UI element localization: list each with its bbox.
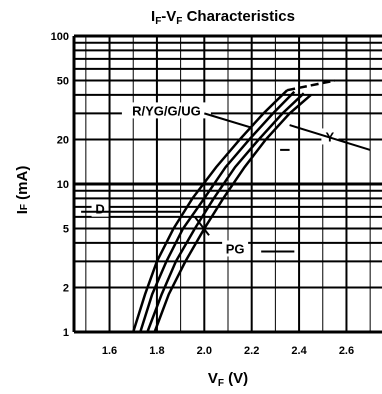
chart-title-mid: -V [161, 8, 176, 25]
grid [74, 36, 382, 332]
x-tick-label: 2.2 [244, 345, 259, 357]
x-tick-label: 2.6 [339, 345, 354, 357]
y-tick-label: 50 [57, 76, 69, 88]
annotation-label: D [95, 202, 104, 217]
x-tick-label: 2.4 [291, 345, 307, 357]
y-tick-label: 1 [63, 327, 69, 339]
y-axis-label: IF (mA) [14, 166, 31, 215]
annotation-label: PG [226, 241, 245, 256]
x-ticks: 1.6 1.8 2.0 2.2 2.4 2.6 [102, 345, 354, 357]
y-tick-label: 100 [51, 31, 69, 43]
y-tick-label: 10 [57, 179, 69, 191]
x-tick-label: 2.0 [197, 345, 212, 357]
x-axis-label-rest: (V) [224, 370, 248, 387]
y-tick-label: 5 [63, 224, 69, 236]
y-axis-label-rest: (mA) [14, 166, 31, 204]
y-ticks: 1 2 5 10 20 50 100 [51, 31, 69, 339]
chart-title: IF-VF Characteristics [151, 8, 295, 27]
x-axis-label: VF (V) [208, 370, 248, 389]
chart-title-rest: Characteristics [182, 8, 295, 25]
y-tick-label: 20 [57, 134, 69, 146]
x-tick-label: 1.6 [102, 345, 117, 357]
annotation-label: R/YG/G/UG [132, 103, 201, 118]
x-axis-label-main: V [208, 370, 218, 387]
series-line [155, 95, 311, 332]
y-tick-label: 2 [63, 282, 69, 294]
x-tick-label: 1.8 [149, 345, 164, 357]
series-line-dashed [287, 81, 334, 91]
